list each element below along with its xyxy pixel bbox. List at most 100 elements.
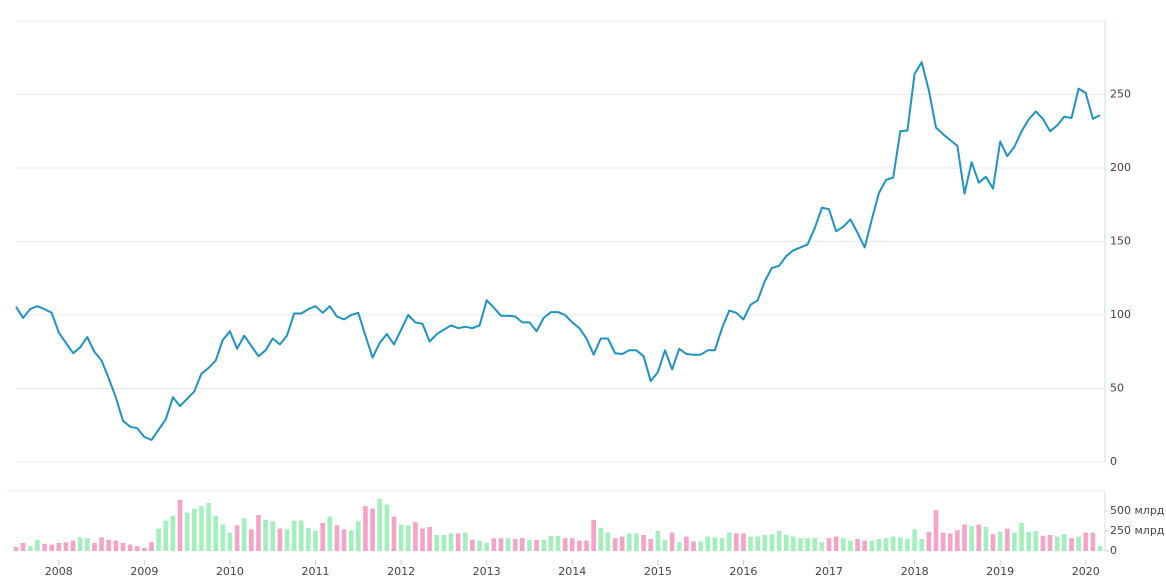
y-tick-label: 0 — [1110, 455, 1117, 468]
volume-bar — [748, 536, 753, 551]
volume-bar — [890, 536, 896, 551]
volume-bar — [134, 546, 140, 551]
x-tick-label: 2009 — [130, 565, 158, 578]
volume-bar — [591, 519, 596, 551]
volume-bar — [605, 532, 611, 551]
y-tick-label: 500 млрд — [1110, 504, 1165, 517]
volume-bar — [541, 539, 547, 551]
volume-bar — [398, 524, 404, 551]
volume-bar — [206, 503, 211, 551]
volume-bar — [413, 522, 418, 551]
volume-bar — [990, 534, 996, 551]
volume-bar — [698, 541, 703, 551]
volume-bar — [455, 533, 461, 551]
volume-bar — [783, 535, 789, 551]
volume-bar — [848, 540, 853, 551]
volume-bar — [170, 515, 176, 551]
volume-bar — [448, 533, 454, 551]
volume-bar — [940, 532, 946, 551]
x-tick-label: 2019 — [986, 565, 1014, 578]
volume-bar — [484, 543, 490, 551]
volume-bar — [1054, 536, 1060, 551]
volume-bar — [705, 536, 711, 551]
volume-bar — [1090, 532, 1096, 551]
volume-bar — [976, 524, 982, 551]
volume-bar — [869, 540, 875, 551]
volume-bar — [441, 535, 447, 551]
volume-bar — [733, 533, 739, 551]
volume-bar — [1062, 534, 1067, 551]
volume-bar — [13, 547, 19, 551]
price-line — [15, 61, 1101, 441]
volume-bar — [491, 538, 497, 551]
volume-bar — [669, 532, 675, 551]
volume-bar — [947, 533, 953, 551]
volume-bar — [584, 540, 589, 551]
volume-bar — [355, 521, 361, 551]
volume-bar — [1083, 532, 1089, 551]
volume-bar — [70, 540, 76, 551]
volume-bar — [997, 531, 1003, 551]
volume-bar — [555, 535, 561, 551]
volume-bar — [741, 533, 746, 551]
volume-bar — [306, 527, 311, 551]
volume-bar — [905, 539, 910, 551]
volume-bar — [1026, 531, 1032, 551]
y-tick-label: 50 — [1110, 382, 1124, 395]
volume-bar — [926, 531, 932, 551]
volume-bar — [912, 529, 917, 551]
volume-bar — [84, 538, 90, 551]
volume-bar — [562, 538, 568, 551]
volume-bar — [1040, 535, 1046, 551]
x-tick-label: 2012 — [387, 565, 415, 578]
volume-bar — [726, 532, 732, 551]
volume-bar — [955, 530, 960, 551]
volume-bar — [883, 538, 889, 551]
volume-bar — [20, 543, 26, 551]
volume-bar — [662, 539, 668, 551]
volume-bar — [983, 527, 989, 551]
volume-bar — [120, 543, 126, 551]
volume-bar — [142, 547, 147, 551]
x-tick-label: 2015 — [644, 565, 672, 578]
volume-bar — [719, 538, 725, 551]
volume-bar — [776, 531, 782, 551]
volume-bar — [798, 538, 803, 551]
volume-bar — [191, 508, 197, 551]
x-tick-label: 2010 — [216, 565, 244, 578]
volume-bar — [234, 525, 240, 551]
volume-bar — [855, 539, 860, 551]
volume-bar — [569, 538, 575, 551]
volume-bar — [220, 524, 226, 551]
volume-bar — [341, 529, 347, 551]
volume-bar — [320, 523, 325, 551]
volume-bar — [805, 538, 810, 551]
volume-bar — [213, 515, 219, 551]
volume-bar — [619, 536, 625, 551]
volume-bar — [99, 537, 104, 551]
volume-bar — [876, 539, 882, 551]
volume-bar — [512, 539, 518, 551]
x-tick-label: 2017 — [815, 565, 843, 578]
volume-bar — [691, 541, 696, 551]
volume-bar — [384, 504, 390, 551]
volume-bar — [106, 539, 112, 551]
x-tick-label: 2008 — [45, 565, 73, 578]
x-tick-label: 2016 — [729, 565, 757, 578]
volume-bar — [27, 546, 33, 551]
volume-bar — [612, 538, 618, 551]
volume-bar — [256, 515, 261, 551]
volume-bar — [969, 526, 974, 551]
y-tick-label: 0 — [1110, 544, 1117, 557]
volume-bar — [1097, 546, 1103, 551]
volume-bar — [334, 525, 340, 551]
volume-bar — [199, 506, 204, 551]
y-tick-label: 150 — [1110, 235, 1131, 248]
volume-bar — [1047, 535, 1053, 551]
volume-bar — [42, 543, 47, 551]
volume-bar — [270, 521, 276, 551]
volume-bar — [391, 516, 397, 551]
volume-bar — [812, 538, 818, 551]
volume-bar — [520, 538, 525, 551]
